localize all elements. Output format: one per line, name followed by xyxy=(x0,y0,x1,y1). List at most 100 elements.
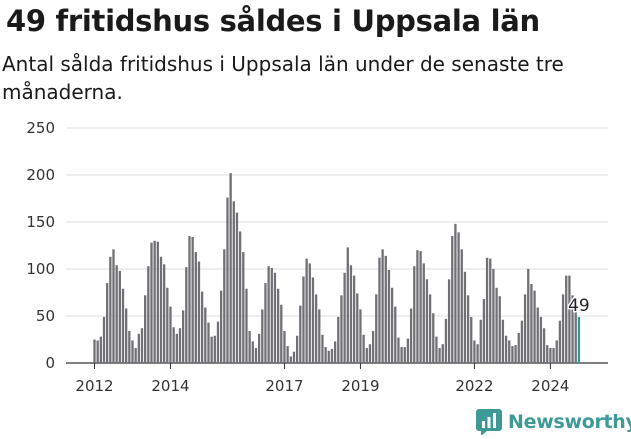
bar xyxy=(485,257,489,363)
y-tick-label: 250 xyxy=(26,119,55,137)
bar xyxy=(147,266,150,363)
bar xyxy=(571,295,574,363)
bar xyxy=(267,266,270,363)
bar xyxy=(327,350,330,363)
bar xyxy=(235,212,239,363)
bar xyxy=(321,334,324,363)
bar xyxy=(349,265,353,363)
bar xyxy=(520,320,524,363)
bar xyxy=(156,241,159,363)
bar xyxy=(346,247,349,363)
bar xyxy=(489,258,492,363)
bar xyxy=(311,277,315,363)
bar xyxy=(302,276,305,363)
bar xyxy=(536,307,539,363)
bar xyxy=(435,336,438,363)
bar xyxy=(232,201,235,363)
bar xyxy=(352,275,356,363)
bar xyxy=(299,305,302,363)
bar xyxy=(337,316,340,363)
bar xyxy=(539,316,543,363)
bar xyxy=(463,271,467,363)
bar xyxy=(542,328,546,363)
bar xyxy=(365,347,368,363)
y-tick-label: 50 xyxy=(36,307,55,325)
bar xyxy=(457,232,460,363)
bar xyxy=(128,331,131,363)
bar xyxy=(276,288,280,363)
bar xyxy=(568,275,571,363)
bar xyxy=(473,340,476,363)
bar xyxy=(413,266,416,363)
bar xyxy=(523,294,527,363)
bar xyxy=(419,251,422,363)
bar xyxy=(406,338,410,363)
bar xyxy=(343,272,346,363)
bar xyxy=(330,348,334,363)
bar xyxy=(454,223,457,363)
bar xyxy=(362,334,365,363)
bar xyxy=(134,347,137,363)
bar xyxy=(283,331,286,363)
bar xyxy=(390,287,394,363)
bar xyxy=(305,258,308,363)
bar xyxy=(248,331,251,363)
bar xyxy=(153,240,156,363)
bar xyxy=(245,288,248,363)
bar xyxy=(286,346,289,363)
bar xyxy=(378,257,381,363)
bar xyxy=(106,283,109,363)
bar xyxy=(182,310,185,363)
y-tick-label: 200 xyxy=(26,166,55,184)
bar xyxy=(131,340,134,363)
x-tick-label: 2024 xyxy=(531,377,569,395)
bar xyxy=(549,347,552,363)
bar xyxy=(517,332,520,363)
bar xyxy=(96,340,99,363)
bar xyxy=(466,295,470,363)
bar xyxy=(495,287,498,363)
bar xyxy=(150,242,153,363)
chart-subtitle: Antal sålda fritidshus i Uppsala län und… xyxy=(2,52,564,104)
bar xyxy=(289,356,292,363)
bar xyxy=(514,345,517,363)
bar xyxy=(137,333,140,363)
bar xyxy=(254,347,258,363)
bar xyxy=(356,293,359,363)
bar xyxy=(565,275,568,363)
y-tick-label: 0 xyxy=(45,354,55,372)
newsworthy-icon xyxy=(476,409,502,435)
y-tick-label: 100 xyxy=(26,260,55,278)
bar xyxy=(295,335,299,363)
bar xyxy=(384,255,387,363)
bar xyxy=(112,249,115,363)
x-tick-label: 2019 xyxy=(341,377,379,395)
y-tick-label: 150 xyxy=(26,213,55,231)
bar xyxy=(501,319,505,363)
bar xyxy=(387,269,391,363)
bar xyxy=(140,328,144,363)
bar xyxy=(375,294,378,363)
bar xyxy=(197,261,201,363)
bar xyxy=(178,328,182,363)
bar xyxy=(314,294,318,363)
bar xyxy=(371,331,375,363)
bar xyxy=(504,335,508,363)
bar xyxy=(561,294,565,363)
bar xyxy=(530,284,533,363)
bar xyxy=(324,347,327,363)
latest-value-label: 49 xyxy=(568,296,590,316)
bar xyxy=(432,313,435,363)
bar xyxy=(194,252,197,363)
bar xyxy=(558,320,562,363)
bar xyxy=(340,295,343,363)
bar xyxy=(470,316,473,363)
bar xyxy=(251,341,254,363)
bar xyxy=(409,308,413,363)
bar xyxy=(451,236,454,363)
bar xyxy=(270,268,273,363)
bar xyxy=(191,237,194,363)
bar xyxy=(273,272,277,363)
bar xyxy=(498,296,501,363)
